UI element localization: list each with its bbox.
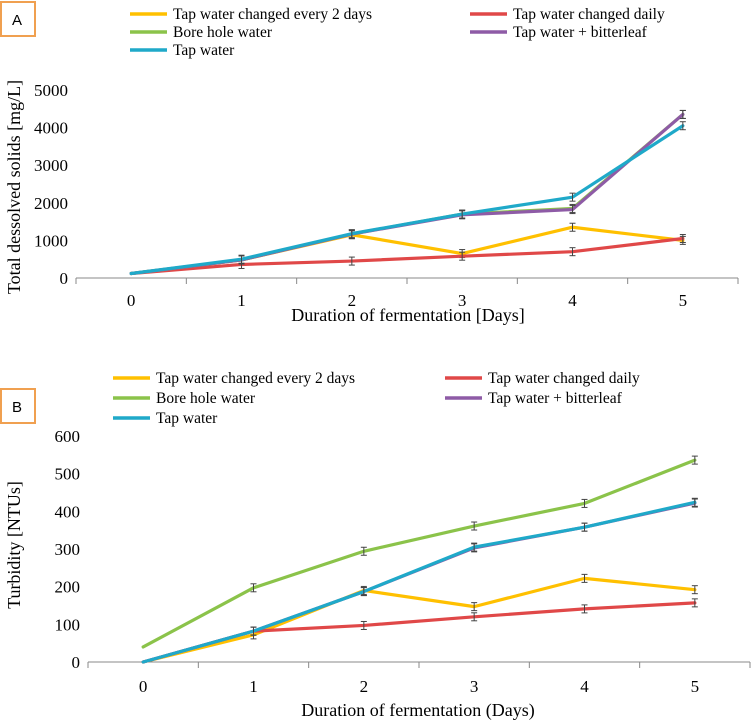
x-tick-label: 2: [360, 677, 369, 696]
chart-a-legend: Tap water changed every 2 days Tap water …: [130, 6, 665, 59]
y-tick-label: 0: [60, 269, 69, 288]
series-line-bore-hole-water: [141, 458, 697, 649]
legend-label: Tap water + bitterleaf: [488, 390, 623, 407]
legend-label: Tap water changed every 2 days: [173, 6, 372, 23]
y-tick-label: 600: [55, 427, 81, 446]
x-tick-label: 4: [580, 677, 589, 696]
x-tick-label: 5: [679, 291, 688, 310]
x-tick-label: 3: [470, 677, 479, 696]
x-tick-label: 5: [691, 677, 700, 696]
y-tick-label: 0: [72, 653, 81, 672]
chart-b-y-axis-title: Turbidity [NTUs]: [4, 481, 24, 609]
x-tick-label: 0: [139, 677, 148, 696]
chart-a-y-axis-title: Total dessolved solids [mg/L]: [4, 80, 24, 294]
y-tick-label: 1000: [34, 231, 68, 250]
y-tick-label: 400: [55, 502, 81, 521]
y-tick-label: 500: [55, 465, 81, 484]
x-tick-label: 3: [458, 291, 467, 310]
y-tick-label: 3000: [34, 156, 68, 175]
legend-label: Tap water + bitterleaf: [513, 24, 648, 41]
series-line-tap-water: [141, 500, 697, 664]
x-tick-label: 1: [237, 291, 246, 310]
y-tick-label: 4000: [34, 119, 68, 138]
y-tick-label: 300: [55, 540, 81, 559]
x-tick-label: 1: [249, 677, 258, 696]
series-line-tap-water: [129, 124, 685, 276]
chart-a: A Tap water changed every 2 days Tap wate…: [0, 1, 739, 325]
legend-label: Tap water changed daily: [513, 6, 665, 23]
series-line-tap-water-changed-daily: [141, 601, 697, 664]
series-line-tap-water-changed-daily: [129, 236, 685, 276]
chart-a-x-axis-title: Duration of fermentation [Days]: [291, 305, 524, 325]
panel-b-label-box: [0, 388, 36, 424]
chart-a-plot: 0 1000 2000 3000 4000 5000 0 1 2 3 4 5: [34, 81, 739, 310]
chart-b-x-axis-title: Duration of fermentation (Days): [301, 700, 534, 721]
y-tick-label: 200: [55, 578, 81, 597]
legend-label: Bore hole water: [173, 24, 273, 41]
legend-label: Bore hole water: [156, 390, 256, 407]
legend-label: Tap water: [156, 410, 218, 427]
y-tick-label: 2000: [34, 194, 68, 213]
series-line-tap-water-changed-every-2-days: [141, 576, 697, 664]
chart-b-plot: 0 100 200 300 400 500 600 0 1 2 3 4 5: [55, 427, 751, 696]
legend-label: Tap water: [173, 42, 235, 59]
chart-b-legend: Tap water changed every 2 days Tap water …: [113, 370, 640, 427]
x-tick-label: 4: [568, 291, 577, 310]
panel-a-label-box: [0, 1, 36, 37]
y-tick-label: 100: [55, 615, 81, 634]
chart-b: B Tap water changed every 2 days Tap wate…: [0, 370, 751, 721]
legend-label: Tap water changed daily: [488, 370, 640, 387]
x-tick-label: 0: [127, 291, 136, 310]
y-tick-label: 5000: [34, 81, 68, 100]
panel-a-label: A: [12, 12, 22, 29]
legend-label: Tap water changed every 2 days: [156, 370, 355, 387]
x-tick-label: 2: [348, 291, 357, 310]
panel-b-label: B: [12, 399, 22, 416]
